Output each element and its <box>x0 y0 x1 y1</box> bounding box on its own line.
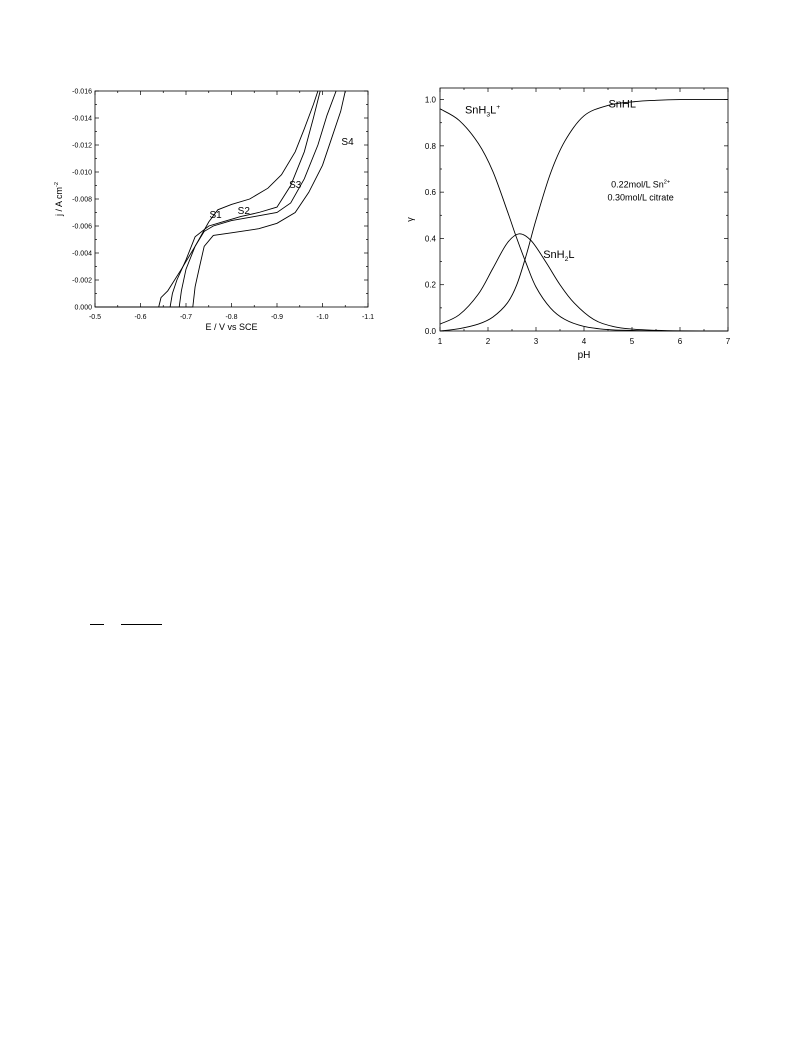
y-axis-label: j / A cm-2 <box>54 182 64 217</box>
condition-note-line-2: 0.30mol/L citrate <box>608 193 674 203</box>
x-tick-label: -0.7 <box>180 314 192 321</box>
y-tick-label: 0.6 <box>425 188 437 197</box>
x-tick-label: -1.1 <box>362 314 374 321</box>
x-tick-label: 6 <box>678 337 683 346</box>
y-tick-label: -0.008 <box>72 197 92 204</box>
fraction-rule-short <box>90 624 104 625</box>
y-tick-label: 0.4 <box>425 234 437 243</box>
y-tick-label: 0.2 <box>425 281 437 290</box>
curve-species-2 <box>439 233 729 332</box>
species-label-3: SnHL- <box>608 98 638 111</box>
curve-s1 <box>95 90 319 308</box>
y-tick-label: 0.000 <box>74 305 92 312</box>
x-tick-label: 2 <box>486 337 491 346</box>
curve-species-3 <box>439 99 729 332</box>
curve-s2 <box>95 90 321 308</box>
x-tick-label: -0.8 <box>225 314 237 321</box>
series-label-s4: S4 <box>341 137 354 148</box>
x-tick-label: -1.0 <box>316 314 328 321</box>
species-label-2: SnH2L <box>543 249 574 263</box>
y-tick-label: -0.012 <box>72 143 92 150</box>
curve-s4 <box>95 90 346 308</box>
curve-s3 <box>95 90 337 308</box>
y-tick-label: -0.004 <box>72 251 92 258</box>
x-tick-label: 1 <box>438 337 443 346</box>
x-tick-label: 7 <box>726 337 731 346</box>
x-tick-label: -0.9 <box>271 314 283 321</box>
fraction-rule-long <box>121 624 162 625</box>
x-tick-label: 3 <box>534 337 539 346</box>
y-axis-label: γ <box>405 217 415 222</box>
x-tick-label: 4 <box>582 337 587 346</box>
plot-frame <box>439 87 729 332</box>
polarization-curves-chart: -0.5 -0.6 -0.7 -0.8 -0.9 -1.0 -1.1 0.000 -0.002 -… <box>54 89 374 333</box>
series-label-s1: S1 <box>209 210 222 221</box>
x-tick-label: -0.6 <box>134 314 146 321</box>
condition-note-line-1: 0.22mol/L Sn2+ <box>611 180 670 190</box>
x-tick-label: 5 <box>630 337 635 346</box>
y-tick-label: 1.0 <box>425 96 437 105</box>
x-tick-label: -0.5 <box>89 314 101 321</box>
y-tick-label: -0.014 <box>72 116 92 123</box>
species-distribution-chart: 1 2 3 4 5 6 7 0.0 0.2 0.4 0.6 0.8 1.0 pH γ SnH3L+ SnH2L S… <box>405 87 731 361</box>
species-label-1: SnH3L+ <box>465 104 500 119</box>
y-tick-label: 0.8 <box>425 142 437 151</box>
x-axis-label: pH <box>578 350 591 361</box>
series-label-s3: S3 <box>289 180 302 191</box>
x-axis-label: E / V vs SCE <box>205 322 257 332</box>
series-label-s2: S2 <box>238 206 251 217</box>
plot-frame <box>94 90 369 308</box>
y-tick-label: -0.016 <box>72 89 92 96</box>
curve-species-1 <box>439 108 728 332</box>
y-tick-label: -0.010 <box>72 170 92 177</box>
y-tick-label: 0.0 <box>425 327 437 336</box>
y-tick-label: -0.006 <box>72 224 92 231</box>
y-tick-label: -0.002 <box>72 278 92 285</box>
